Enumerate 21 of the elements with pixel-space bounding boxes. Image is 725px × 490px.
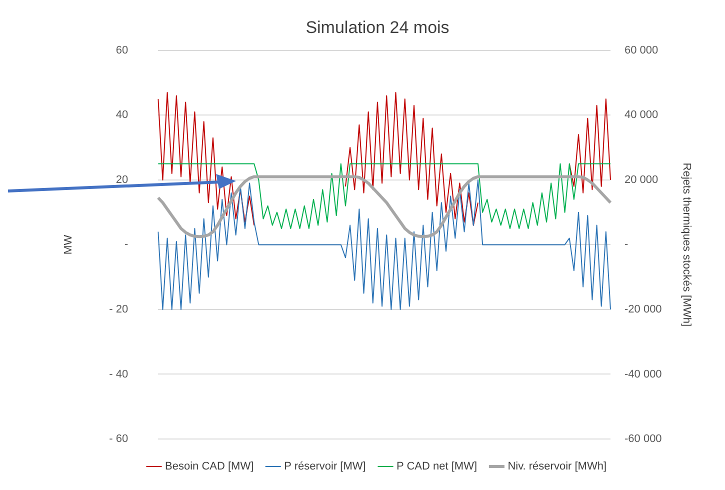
- legend-label: P CAD net [MW]: [396, 460, 478, 473]
- y-tick-label: - 20: [109, 304, 128, 316]
- y-tick-label: 20: [116, 174, 128, 186]
- y2-tick-label: 20 000: [624, 174, 658, 186]
- legend-label: Niv. réservoir [MWh]: [508, 460, 607, 473]
- legend-label: P réservoir [MW]: [284, 460, 366, 473]
- y-tick-label: 60: [116, 44, 128, 56]
- y-tick-label: 40: [116, 109, 128, 122]
- chart-title: Simulation 24 mois: [306, 18, 450, 37]
- y2-tick-label: 60 000: [624, 44, 658, 56]
- y-tick-label: - 60: [109, 433, 128, 446]
- legend-label: Besoin CAD [MW]: [165, 460, 254, 473]
- y2-tick-label: -40 000: [624, 368, 662, 380]
- y2-axis-title: Rejets thermiques stockés [MWh]: [680, 162, 692, 327]
- y2-tick-label: 40 000: [624, 109, 658, 122]
- y2-tick-label: -60 000: [624, 433, 662, 446]
- y-axis-title: MW: [62, 234, 75, 254]
- y-tick-label: -: [124, 238, 128, 251]
- y2-tick-label: -: [624, 238, 628, 251]
- y-tick-label: - 40: [109, 368, 128, 380]
- y2-tick-label: -20 000: [624, 304, 662, 316]
